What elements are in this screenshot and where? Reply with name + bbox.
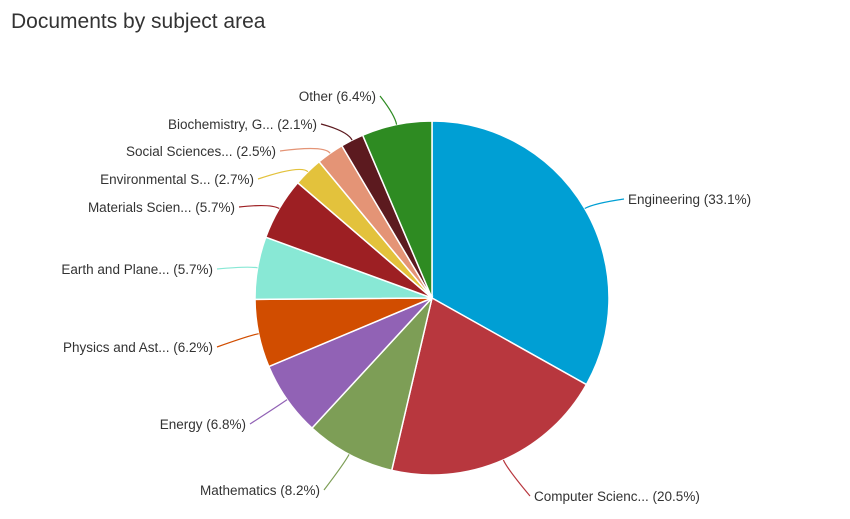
pie-slice-other[interactable] bbox=[361, 120, 433, 299]
slice-label-biochemistry-g: Biochemistry, G... (2.1%) bbox=[168, 117, 317, 132]
leader-line-social-sciences bbox=[279, 147, 331, 154]
slice-label-physics-and-ast: Physics and Ast... (6.2%) bbox=[63, 340, 213, 355]
leader-line-physics-and-ast bbox=[216, 333, 259, 348]
leader-line-other bbox=[379, 95, 398, 125]
pie-slice-computer-scienc[interactable] bbox=[390, 296, 588, 476]
leader-line-mathematics bbox=[323, 454, 350, 491]
pie-slices bbox=[254, 120, 610, 476]
slice-label-environmental-s: Environmental S... (2.7%) bbox=[100, 172, 254, 187]
label-leader-lines bbox=[216, 95, 625, 497]
slice-label-earth-and-plane: Earth and Plane... (5.7%) bbox=[61, 262, 213, 277]
leader-line-environmental-s bbox=[257, 168, 309, 180]
pie-slice-mathematics[interactable] bbox=[310, 295, 434, 472]
slice-label-social-sciences: Social Sciences... (2.5%) bbox=[126, 144, 276, 159]
leader-line-energy bbox=[249, 399, 288, 425]
slice-label-materials-scien: Materials Scien... (5.7%) bbox=[88, 200, 235, 215]
slice-label-engineering: Engineering (33.1%) bbox=[628, 192, 751, 207]
leader-line-computer-scienc bbox=[502, 459, 531, 497]
slice-labels: Engineering (33.1%) Computer Scienc... (2… bbox=[61, 89, 751, 504]
leader-line-biochemistry-g bbox=[320, 123, 353, 141]
slice-label-other: Other (6.4%) bbox=[299, 89, 376, 104]
slice-label-energy: Energy (6.8%) bbox=[160, 417, 246, 432]
leader-line-engineering bbox=[584, 198, 625, 210]
slice-label-mathematics: Mathematics (8.2%) bbox=[200, 483, 320, 498]
chart-title: Documents by subject area bbox=[11, 10, 266, 33]
leader-line-materials-scien bbox=[238, 204, 280, 210]
leader-line-earth-and-plane bbox=[216, 266, 258, 270]
slice-label-computer-scienc: Computer Scienc... (20.5%) bbox=[534, 489, 700, 504]
